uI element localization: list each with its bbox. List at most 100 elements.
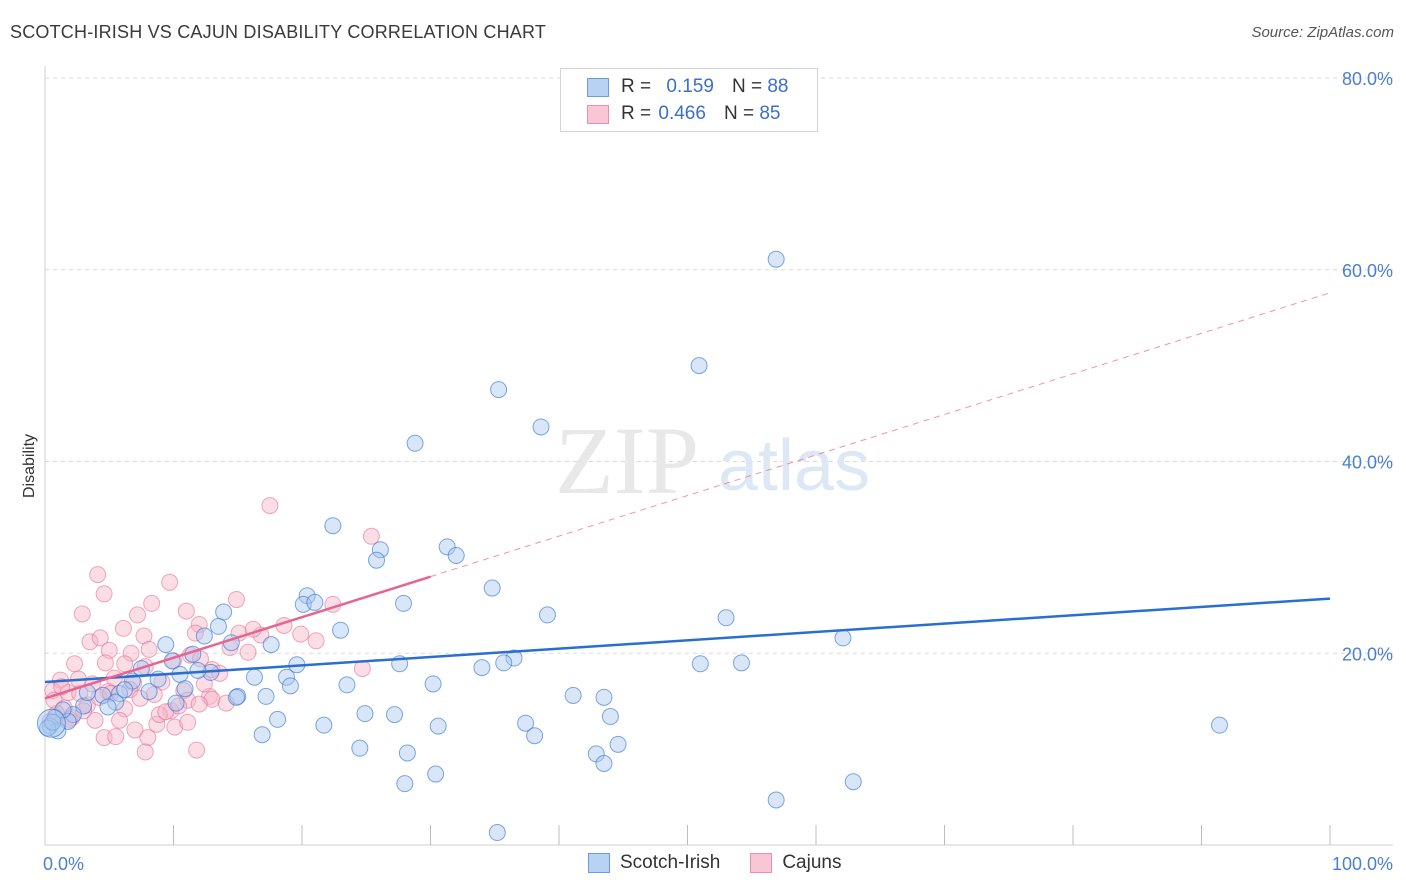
scotch-irish-point bbox=[386, 706, 404, 724]
legend-swatch-blue bbox=[588, 853, 610, 873]
scotch-irish-point bbox=[488, 824, 506, 842]
scotch-irish-point bbox=[473, 659, 491, 677]
scotch-irish-point bbox=[564, 686, 582, 704]
stats-legend: R = 0.159 N = 88 R = 0.466 N = 85 bbox=[560, 68, 818, 132]
cajuns-point bbox=[73, 605, 91, 623]
scotch-irish-point bbox=[332, 621, 350, 639]
legend-n-label: N = bbox=[731, 76, 763, 97]
scotch-irish-point bbox=[99, 698, 117, 716]
scotch-irish-point bbox=[227, 688, 245, 706]
watermark: ZIP atlas bbox=[555, 407, 870, 514]
scotch-irish-point bbox=[490, 381, 508, 399]
legend-r-label: R = bbox=[621, 76, 652, 97]
cajuns-point bbox=[111, 711, 129, 729]
legend-swatch-pink bbox=[587, 104, 609, 124]
y-tick-label: 40.0% bbox=[1342, 453, 1393, 473]
scotch-irish-point bbox=[371, 541, 389, 559]
legend-row-scotch-irish: R = 0.159 N = 88 bbox=[587, 74, 788, 100]
cajuns-point bbox=[190, 695, 208, 713]
scotch-irish-point bbox=[269, 710, 287, 728]
scotch-irish-point bbox=[505, 649, 523, 667]
scotch-irish-point bbox=[215, 603, 233, 621]
cajuns-point bbox=[114, 619, 132, 637]
scotch-irish-point bbox=[262, 636, 280, 654]
cajuns-point bbox=[161, 573, 179, 591]
cajuns-point bbox=[122, 644, 140, 662]
scotch-irish-point bbox=[396, 775, 414, 793]
cajuns-point bbox=[95, 585, 113, 603]
scotch-irish-point bbox=[356, 705, 374, 723]
scotch-irish-point bbox=[690, 357, 708, 375]
cajuns-point bbox=[116, 655, 134, 673]
legend-label: Cajuns bbox=[782, 852, 842, 873]
scotch-irish-point bbox=[483, 579, 501, 597]
scotch-irish-point bbox=[732, 654, 750, 672]
cajuns-point bbox=[203, 690, 221, 708]
x-tick-label: 100.0% bbox=[1332, 854, 1393, 874]
scotch-irish-point bbox=[595, 688, 613, 706]
scotch-irish-point bbox=[351, 739, 369, 757]
scotch-irish-point bbox=[609, 735, 627, 753]
scotch-irish-point bbox=[253, 726, 271, 744]
scotch-irish-trend-line bbox=[44, 597, 1331, 684]
cajuns-point bbox=[227, 591, 245, 609]
scotch-irish-point bbox=[532, 418, 550, 436]
scotch-irish-point bbox=[517, 714, 535, 732]
scotch-irish-point bbox=[406, 434, 424, 452]
scotch-irish-point bbox=[324, 517, 342, 535]
x-tick-label: 0.0% bbox=[43, 854, 84, 874]
scotch-irish-point bbox=[281, 677, 299, 695]
cajuns-point bbox=[143, 594, 161, 612]
cajuns-point bbox=[91, 629, 109, 647]
legend-item-scotch-irish[interactable]: Scotch-Irish bbox=[588, 852, 720, 874]
grid-lines bbox=[45, 77, 1393, 654]
scotch-irish-point bbox=[278, 668, 296, 686]
scotch-irish-point bbox=[157, 636, 175, 654]
scotch-irish-point bbox=[767, 791, 785, 809]
cajuns-point bbox=[86, 711, 104, 729]
cajuns-point bbox=[107, 728, 125, 746]
cajuns-point bbox=[81, 633, 99, 651]
cajuns-point bbox=[66, 655, 84, 673]
legend-swatch-pink bbox=[750, 853, 773, 873]
x-tick-labels: 0.0% 100.0% bbox=[43, 854, 1393, 874]
cajuns-trend-line bbox=[44, 575, 431, 700]
legend-label: Scotch-Irish bbox=[620, 852, 721, 873]
scotch-irish-point bbox=[315, 716, 333, 734]
scotch-irish-point bbox=[195, 627, 213, 645]
scotch-irish-point bbox=[209, 617, 227, 635]
scotch-irish-point bbox=[1210, 716, 1228, 734]
scotch-irish-point bbox=[395, 594, 413, 612]
cajuns-point bbox=[179, 713, 197, 731]
cajuns-point bbox=[129, 606, 147, 624]
scotch-irish-point bbox=[306, 593, 324, 611]
scotch-irish-point bbox=[495, 654, 513, 672]
cajuns-point bbox=[239, 643, 257, 661]
cajuns-point bbox=[96, 654, 114, 672]
y-tick-label: 80.0% bbox=[1342, 69, 1393, 89]
trend-lines bbox=[44, 292, 1331, 700]
cajuns-point bbox=[126, 721, 144, 739]
series-legend: Scotch-Irish Cajuns bbox=[588, 852, 871, 874]
y-axis-label: Disability bbox=[21, 434, 38, 498]
y-tick-label: 60.0% bbox=[1342, 261, 1393, 281]
y-tick-label: 20.0% bbox=[1342, 644, 1393, 664]
y-tick-labels: 20.0% 40.0% 60.0% 80.0% bbox=[1342, 69, 1393, 664]
cajuns-point bbox=[188, 741, 206, 759]
scotch-irish-point bbox=[438, 538, 456, 556]
cajuns-point bbox=[148, 715, 166, 733]
scotch-irish-point bbox=[844, 773, 862, 791]
scotch-irish-point bbox=[140, 683, 158, 701]
scotch-irish-point bbox=[368, 551, 386, 569]
scotch-irish-point bbox=[116, 681, 134, 699]
scotch-irish-point bbox=[424, 675, 442, 693]
watermark-zip: ZIP bbox=[555, 407, 699, 514]
legend-row-cajuns: R = 0.466 N = 85 bbox=[587, 101, 780, 127]
cajuns-point bbox=[131, 689, 149, 707]
scotch-irish-point bbox=[338, 676, 356, 694]
legend-item-cajuns[interactable]: Cajuns bbox=[750, 852, 841, 874]
cajuns-point bbox=[166, 718, 184, 736]
cajuns-point bbox=[136, 743, 154, 761]
cajuns-point bbox=[140, 640, 158, 658]
cajuns-point bbox=[135, 627, 153, 645]
